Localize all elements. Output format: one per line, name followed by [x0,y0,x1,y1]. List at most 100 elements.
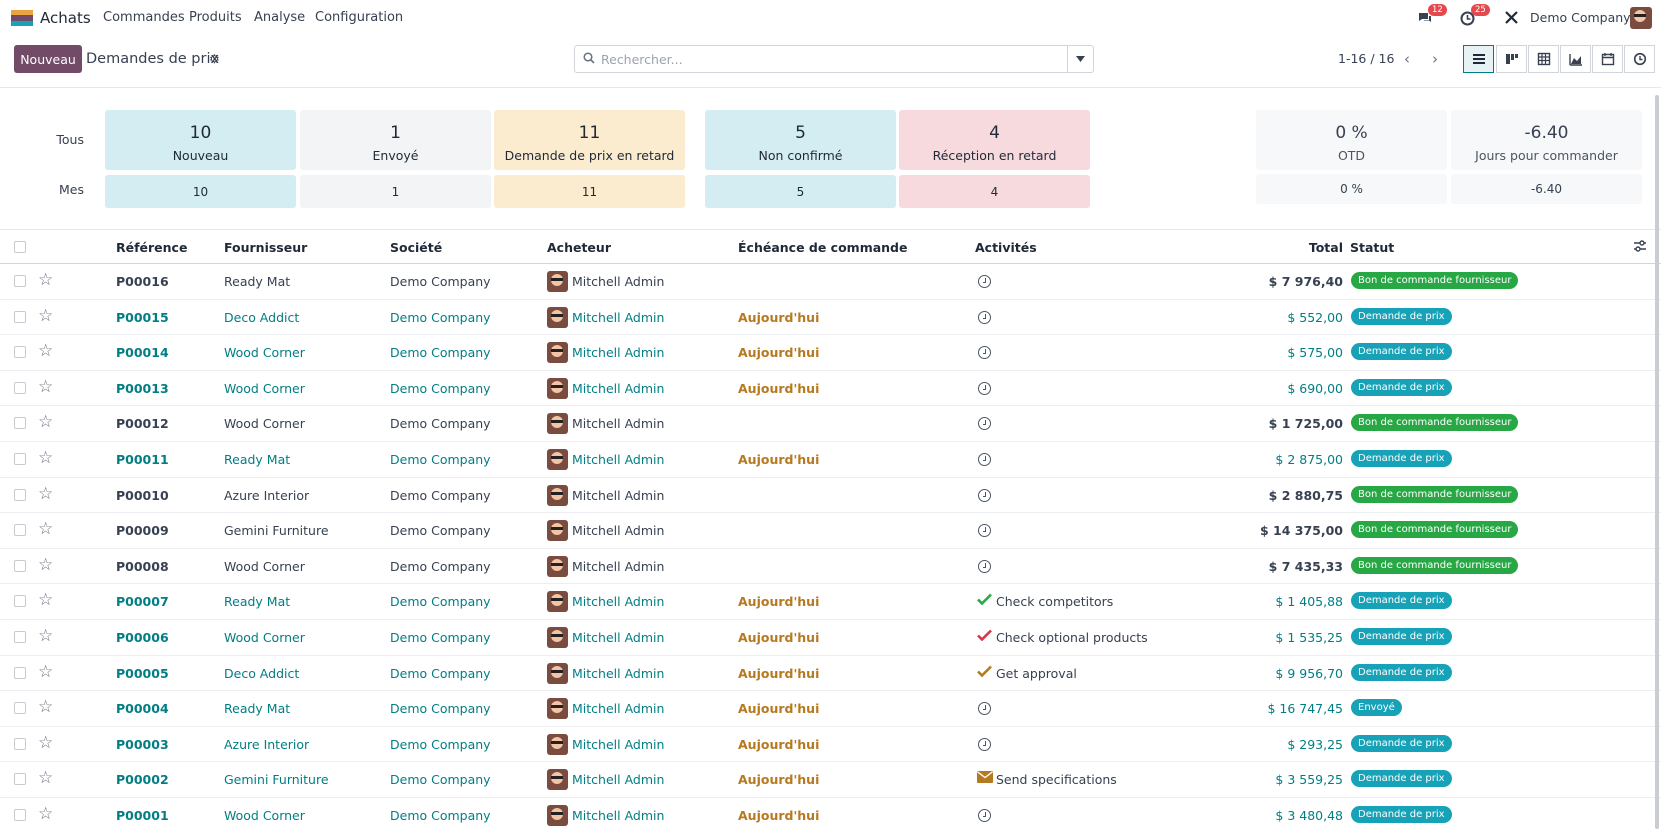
cell-company[interactable]: Demo Company [390,416,491,432]
table-row[interactable]: ☆ P00008 Wood Corner Demo Company Mitchell A… [0,548,1661,585]
cell-company[interactable]: Demo Company [390,772,491,788]
cell-buyer[interactable]: Mitchell Admin [572,736,665,752]
cell-vendor[interactable]: Gemini Furniture [224,523,329,539]
envelope-icon[interactable] [977,771,993,787]
cell-reference[interactable]: P00013 [116,380,169,396]
cell-reference[interactable]: P00004 [116,701,169,717]
menu-analyse[interactable]: Analyse [254,10,306,25]
cell-reference[interactable]: P00001 [116,808,169,823]
tile-envoye[interactable]: 1 Envoyé [300,110,491,170]
cell-reference[interactable]: P00011 [116,452,169,467]
cell-buyer[interactable]: Mitchell Admin [572,523,665,539]
cell-company[interactable]: Demo Company [390,558,491,574]
tile-envoye-mine[interactable]: 1 [300,175,491,208]
header-total[interactable]: Total [1308,240,1343,255]
row-checkbox[interactable] [14,773,26,786]
table-row[interactable]: ☆ P00003 Azure Interior Demo Company Mitchel… [0,727,1661,763]
gear-icon[interactable]: ⚙ [209,52,220,66]
star-icon[interactable]: ☆ [38,697,54,718]
row-checkbox[interactable] [14,524,26,537]
tile-reception-late[interactable]: 4 Réception en retard [899,110,1090,170]
table-row[interactable]: ☆ P00014 Wood Corner Demo Company Mitchell A… [0,335,1661,371]
debug-tools-icon[interactable] [1504,10,1519,28]
view-graph-button[interactable] [1560,45,1591,73]
table-row[interactable]: ☆ P00011 Ready Mat Demo Company Mitchell Adm… [0,442,1661,478]
table-row[interactable]: ☆ P00005 Deco Addict Demo Company Mitchell A… [0,656,1661,692]
cell-vendor[interactable]: Deco Addict [224,309,300,325]
messages-button[interactable]: 12 [1417,4,1447,27]
cell-buyer[interactable]: Mitchell Admin [572,309,665,325]
tile-nouveau-mine[interactable]: 10 [105,175,296,208]
cell-vendor[interactable]: Wood Corner [224,558,305,574]
row-checkbox[interactable] [14,559,26,572]
cell-buyer[interactable]: Mitchell Admin [572,274,665,289]
table-row[interactable]: ☆ P00010 Azure Interior Demo Company Mitchel… [0,477,1661,514]
star-icon[interactable]: ☆ [38,661,54,682]
clock-icon[interactable] [978,737,991,751]
star-icon[interactable]: ☆ [38,448,54,468]
row-checkbox[interactable] [14,310,26,323]
table-row[interactable]: ☆ P00009 Gemini Furniture Demo Company Mitch… [0,513,1661,549]
cell-vendor[interactable]: Azure Interior [224,487,310,503]
cell-activity-summary[interactable]: Get approval [996,665,1077,681]
menu-commandes[interactable]: Commandes [103,10,185,25]
cell-buyer[interactable]: Mitchell Admin [572,416,665,432]
star-icon[interactable]: ☆ [38,554,54,575]
cell-reference[interactable]: P00010 [116,487,169,503]
star-icon[interactable]: ☆ [38,341,54,362]
star-icon[interactable]: ☆ [38,305,54,326]
cell-reference[interactable]: P00007 [116,594,169,610]
view-list-button[interactable] [1463,45,1494,73]
cell-company[interactable]: Demo Company [390,452,491,467]
cell-vendor[interactable]: Wood Corner [224,380,305,396]
clock-icon[interactable] [978,275,991,288]
cell-company[interactable]: Demo Company [390,380,491,396]
cell-reference[interactable]: P00012 [116,416,169,432]
new-button[interactable]: Nouveau [14,45,82,73]
star-icon[interactable]: ☆ [38,519,54,540]
cell-buyer[interactable]: Mitchell Admin [572,594,665,610]
cell-vendor[interactable]: Wood Corner [224,416,305,432]
cell-company[interactable]: Demo Company [390,309,491,325]
cell-buyer[interactable]: Mitchell Admin [572,630,665,645]
table-row[interactable]: ☆ P00001 Wood Corner Demo Company Mitchell A… [0,798,1661,829]
star-icon[interactable]: ☆ [38,270,54,290]
star-icon[interactable]: ☆ [38,590,54,611]
check-icon[interactable] [977,665,992,681]
cell-reference[interactable]: P00005 [116,665,169,681]
cell-company[interactable]: Demo Company [390,665,491,681]
cell-company[interactable]: Demo Company [390,523,491,539]
cell-buyer[interactable]: Mitchell Admin [572,701,665,717]
row-checkbox[interactable] [14,666,26,679]
tile-nouveau[interactable]: 10 Nouveau [105,110,296,170]
check-icon[interactable] [977,629,992,645]
menu-configuration[interactable]: Configuration [315,10,404,25]
cell-reference[interactable]: P00014 [116,345,169,361]
table-row[interactable]: ☆ P00007 Ready Mat Demo Company Mitchell Adm… [0,584,1661,620]
header-buyer[interactable]: Acheteur [547,240,611,255]
header-company[interactable]: Société [390,240,443,255]
clock-icon[interactable] [978,809,991,822]
cell-company[interactable]: Demo Company [390,808,491,823]
cell-reference[interactable]: P00008 [116,558,169,574]
star-icon[interactable]: ☆ [38,768,54,789]
cell-company[interactable]: Demo Company [390,701,491,717]
star-icon[interactable]: ☆ [38,483,54,504]
search-input[interactable] [601,50,1041,68]
row-checkbox[interactable] [14,275,26,287]
clock-icon[interactable] [978,381,991,395]
select-all-checkbox[interactable] [14,241,26,253]
table-row[interactable]: ☆ P00016 Ready Mat Demo Company Mitchell Adm… [0,264,1661,300]
clock-icon[interactable] [978,488,991,502]
cell-company[interactable]: Demo Company [390,487,491,503]
cell-reference[interactable]: P00009 [116,523,169,539]
cell-reference[interactable]: P00003 [116,736,169,752]
star-icon[interactable]: ☆ [38,376,54,397]
cell-activity-summary[interactable]: Check optional products [996,630,1148,645]
check-icon[interactable] [977,593,992,609]
tile-rfq-late-mine[interactable]: 11 [494,175,685,208]
cell-vendor[interactable]: Deco Addict [224,665,300,681]
view-pivot-button[interactable] [1528,45,1559,73]
app-logo-icon[interactable] [11,10,33,26]
header-activities[interactable]: Activités [975,240,1037,255]
